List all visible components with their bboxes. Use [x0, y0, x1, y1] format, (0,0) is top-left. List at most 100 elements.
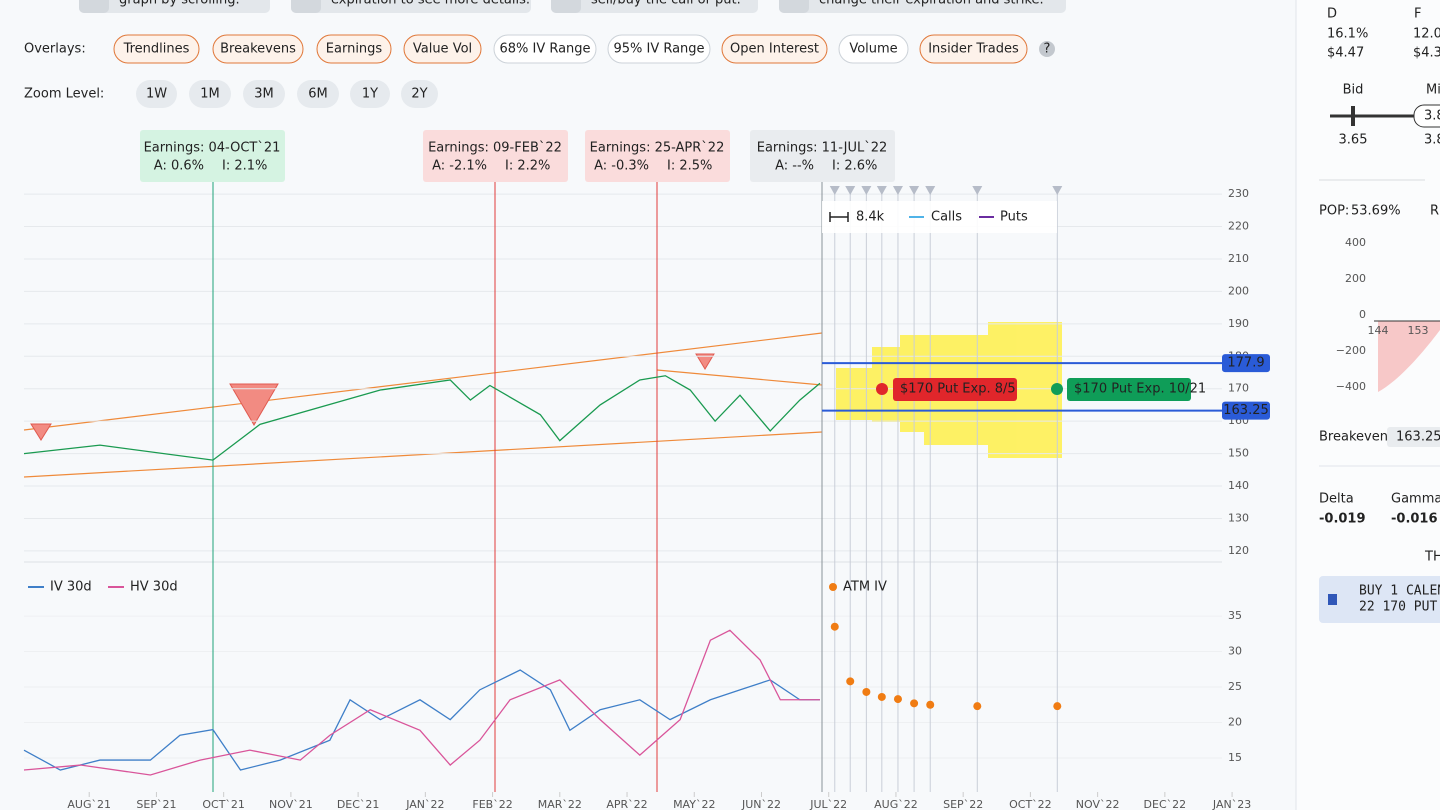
y-tick-label: 140	[1228, 479, 1249, 492]
overlay-button-text: Value Vol	[413, 42, 472, 57]
x-tick-label: 144	[1368, 324, 1389, 337]
value: $4.47	[1327, 46, 1364, 61]
x-tick-label: SEP`21	[136, 798, 176, 810]
overlay-button-text: Insider Trades	[928, 42, 1019, 57]
earnings-implied: I: 2.2%	[505, 159, 550, 174]
copy-icon	[1328, 594, 1337, 605]
value: 163.25	[1396, 430, 1440, 445]
overlay-button[interactable]	[919, 34, 1028, 64]
zoom-button[interactable]	[136, 80, 177, 108]
atm-iv-dot	[877, 692, 886, 701]
x-tick-label: JAN`22	[405, 798, 444, 810]
y-tick-label: 230	[1228, 187, 1249, 200]
x-tick-label: MAY`22	[673, 798, 715, 810]
tip-icon	[551, 0, 581, 13]
tip-text: change their expiration and strike.	[819, 0, 1044, 8]
y-tick-label: 35	[1228, 609, 1242, 622]
overlay-button-text: Volume	[849, 42, 897, 57]
x-tick-label: APR`22	[606, 798, 647, 810]
breakeven-box	[1387, 427, 1440, 447]
zoom-label: Zoom Level:	[24, 87, 104, 102]
atm-iv-dot	[893, 695, 902, 704]
tip-icon	[779, 0, 809, 13]
earnings-box	[585, 130, 730, 182]
x-tick-label: MAR`22	[538, 798, 582, 810]
tip-card	[551, 0, 758, 13]
overlay-button[interactable]	[403, 34, 482, 64]
zoom-button[interactable]	[350, 80, 390, 108]
y-tick-label: −400	[1336, 380, 1366, 393]
value: 53.69%	[1351, 204, 1401, 219]
x-tick-label: DEC`22	[1144, 798, 1187, 810]
value: 3.8	[1424, 109, 1440, 124]
overlay-button[interactable]	[607, 34, 711, 64]
zoom-button-text: 1W	[146, 87, 167, 102]
y-tick-label: 400	[1345, 236, 1366, 249]
order-button[interactable]	[1319, 576, 1440, 623]
zoom-button[interactable]	[297, 80, 339, 108]
y-tick-label: 130	[1228, 511, 1249, 524]
atm-iv-dot	[926, 700, 935, 709]
legend-text: ATM IV	[843, 580, 887, 595]
expiration-marker	[876, 186, 887, 195]
earnings-actual: A: --%	[775, 159, 814, 174]
tip-text: expiration to see more details.	[331, 0, 530, 8]
x-tick-label: AUG`22	[874, 798, 918, 810]
overlay-button[interactable]	[721, 34, 828, 64]
zoom-button[interactable]	[189, 80, 231, 108]
iv-line	[23, 669, 820, 771]
earnings-title: Earnings: 04-OCT`21	[144, 141, 281, 156]
overlay-button[interactable]	[493, 34, 597, 64]
earnings-actual: A: -0.3%	[594, 159, 649, 174]
trendlines	[23, 332, 823, 478]
zoom-button[interactable]	[243, 80, 285, 108]
zoom-button-text: 2Y	[411, 87, 427, 102]
expiration-marker	[925, 186, 936, 195]
x-tick-label: NOV`21	[269, 798, 313, 810]
y-tick-label: 220	[1228, 220, 1249, 233]
earnings-markers	[30, 353, 715, 441]
y-tick-label: 190	[1228, 317, 1249, 330]
overlay-button-text: Earnings	[326, 42, 383, 57]
zoom-button[interactable]	[401, 80, 438, 108]
expiration-marker	[1052, 186, 1063, 195]
position-tag	[893, 378, 1017, 401]
expiration-marker	[845, 186, 856, 195]
position-dot	[876, 383, 888, 395]
tip-text: sell/buy the call or put.	[591, 0, 741, 8]
label: Delta	[1319, 492, 1354, 507]
overlay-button[interactable]	[316, 34, 392, 64]
slider-thumb[interactable]	[1351, 106, 1355, 126]
y-tick-label: 200	[1345, 272, 1366, 285]
y-tick-label: 150	[1228, 447, 1249, 460]
level-label: 163.25	[1223, 403, 1269, 418]
legend-box	[822, 201, 1057, 233]
overlays-label: Overlays:	[24, 42, 86, 57]
x-tick-label: JUN`22	[741, 798, 781, 810]
pnl-area	[1378, 321, 1440, 392]
x-tick-label: DEC`21	[337, 798, 380, 810]
overlay-button[interactable]	[212, 34, 304, 64]
x-tick-label: JAN`23	[1212, 798, 1251, 810]
overlay-button-text: Breakevens	[220, 42, 296, 57]
y-tick-label: −200	[1336, 344, 1366, 357]
tip-card	[779, 0, 1066, 13]
earnings-title: Earnings: 25-APR`22	[590, 141, 725, 156]
label: TH	[1424, 550, 1440, 565]
overlay-button[interactable]	[113, 34, 200, 64]
earnings-box	[140, 130, 285, 182]
mid-box	[1413, 104, 1440, 128]
overlay-button-text: Open Interest	[730, 42, 819, 57]
y-tick-label: 25	[1228, 680, 1242, 693]
overlay-button[interactable]	[838, 34, 909, 64]
order-text: BUY 1 CALENDAR	[1359, 584, 1440, 599]
legend-text: IV 30d	[50, 580, 92, 595]
earnings-title: Earnings: 09-FEB`22	[428, 141, 562, 156]
help-icon[interactable]	[1039, 41, 1055, 57]
earnings-implied: I: 2.6%	[832, 159, 877, 174]
legend-text: 8.4k	[856, 210, 885, 225]
expiration-marker	[829, 186, 840, 195]
